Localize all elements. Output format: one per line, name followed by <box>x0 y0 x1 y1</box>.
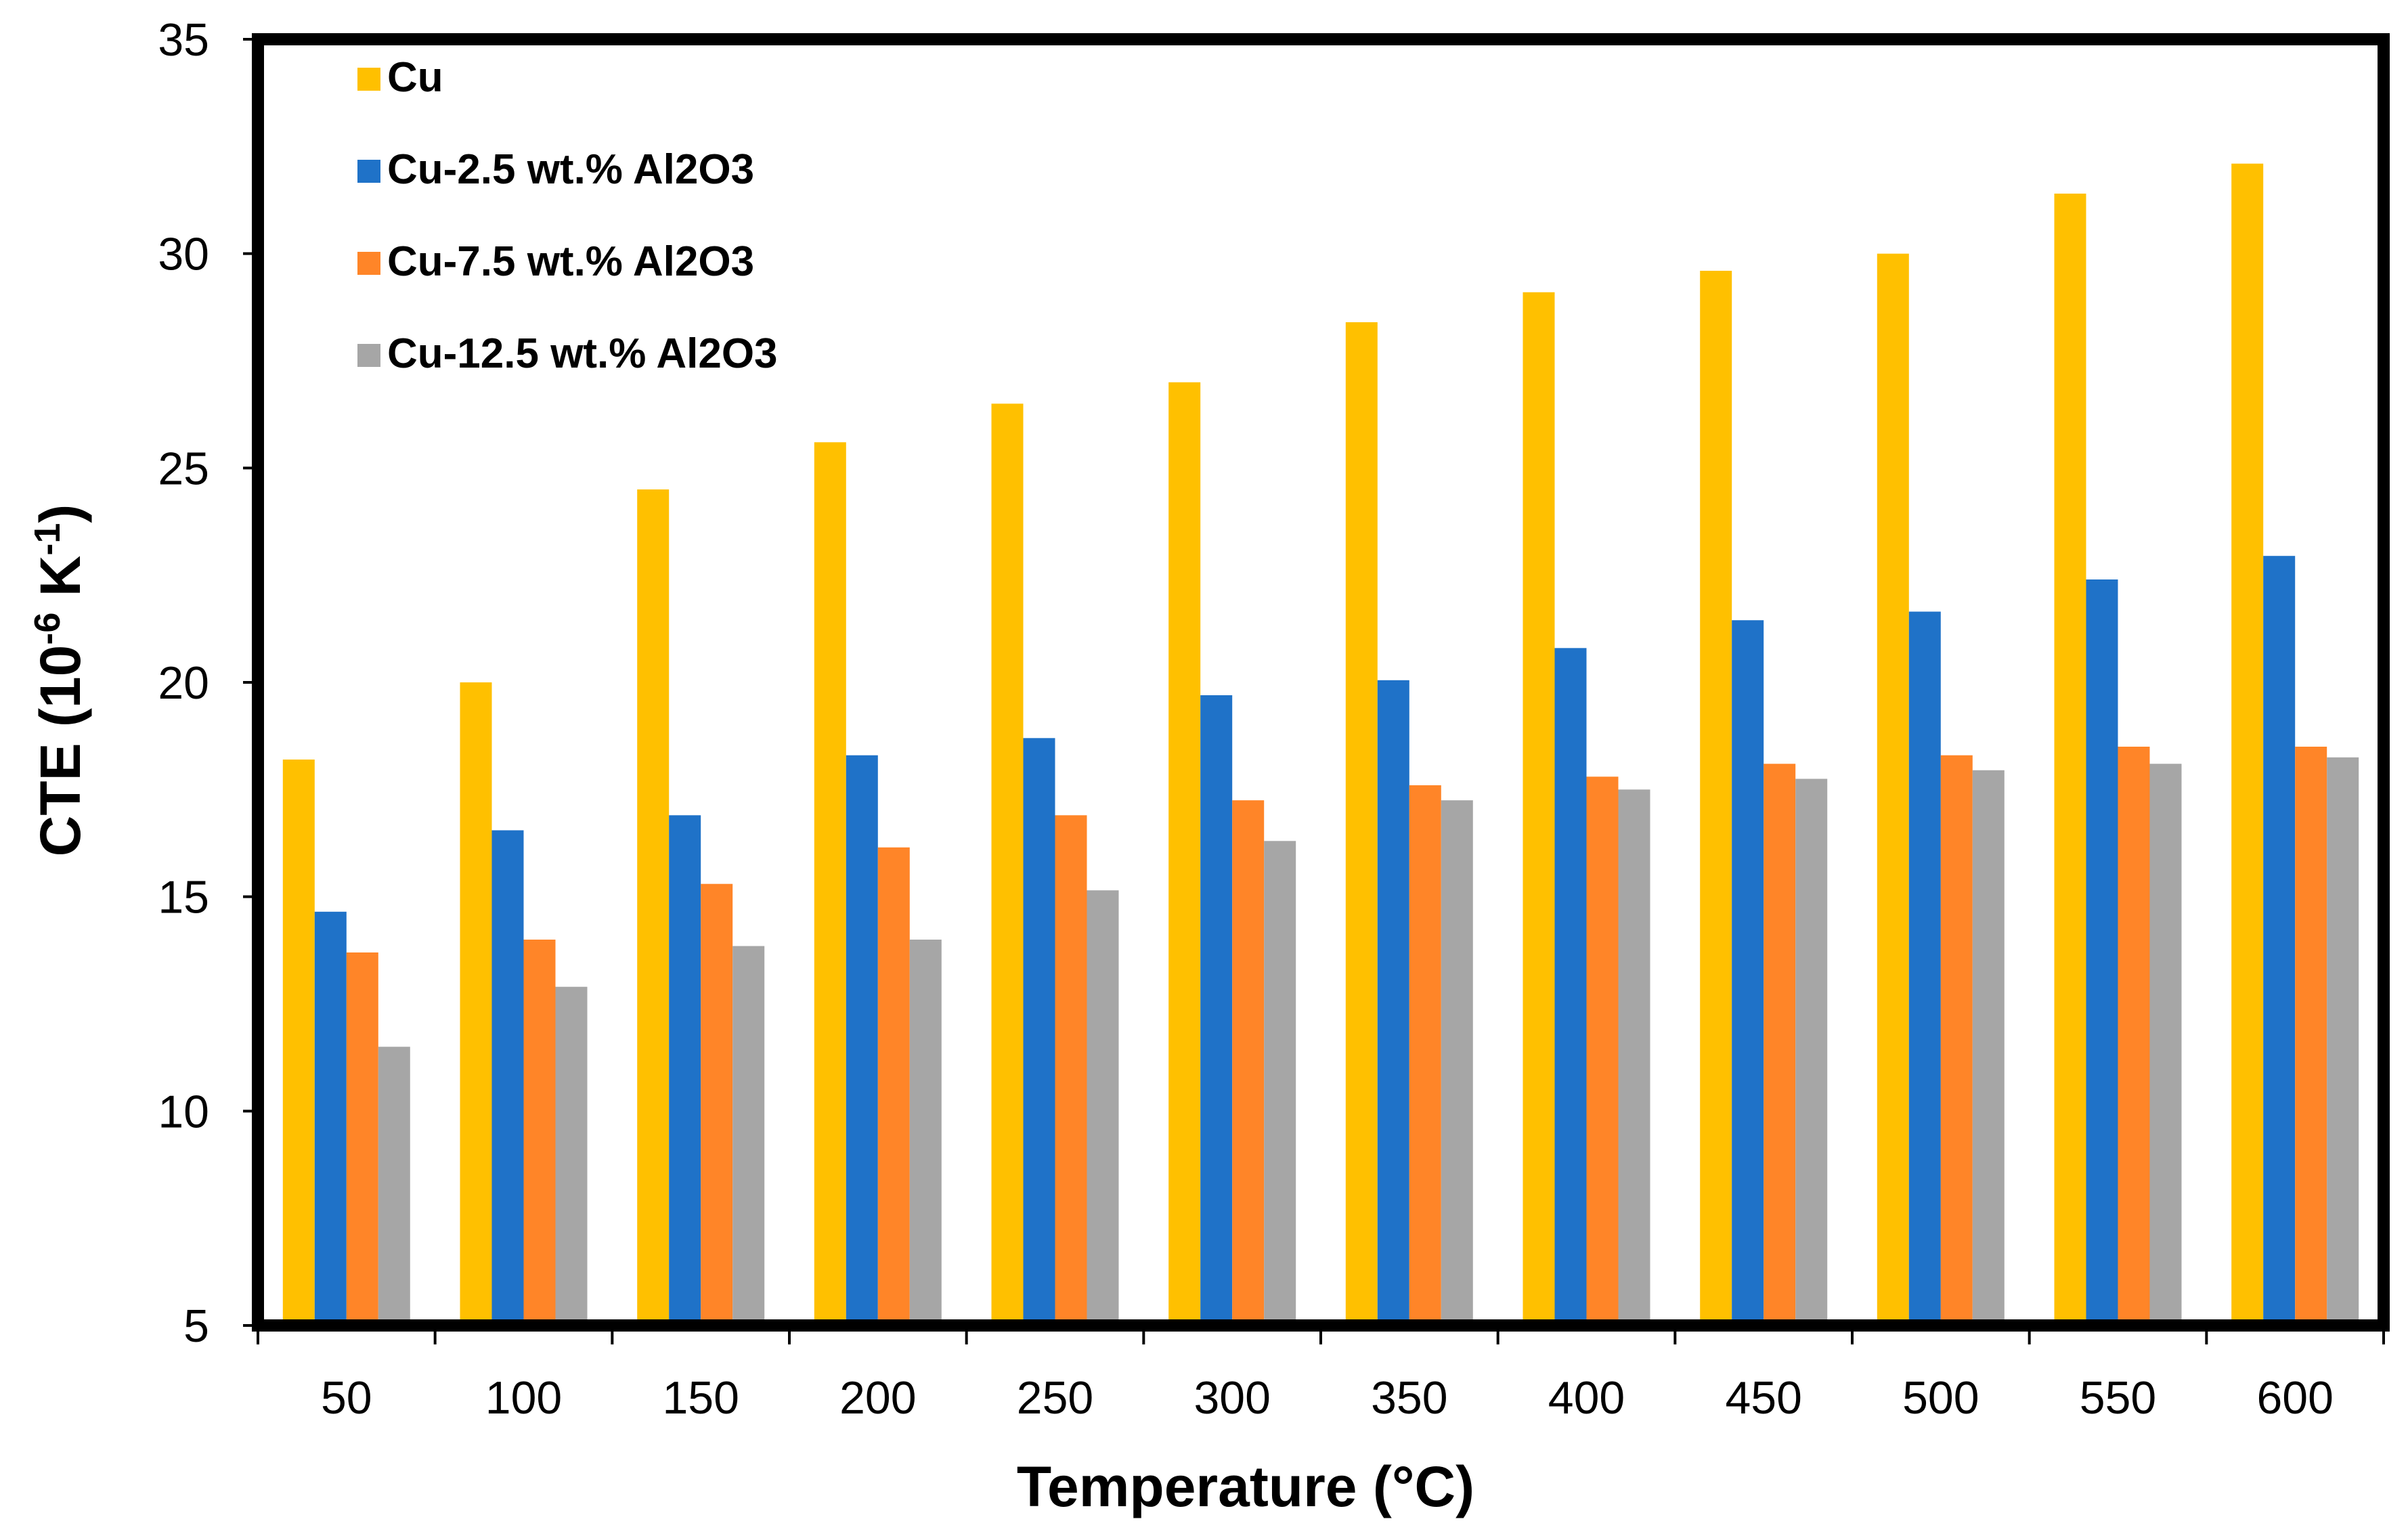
bar-cu-12-5-wt-al2o3-350 <box>1441 800 1473 1325</box>
x-tick-label: 450 <box>1725 1372 1801 1424</box>
y-tick-label: 30 <box>158 229 209 280</box>
bar-cu-2-5-wt-al2o3-250 <box>1023 738 1055 1325</box>
bar-cu-350 <box>1345 322 1378 1325</box>
legend-swatch <box>357 252 380 275</box>
plot-frame <box>252 33 2390 1332</box>
bar-cu-2-5-wt-al2o3-550 <box>2086 579 2118 1325</box>
y-axis-title-mid: K <box>28 556 92 613</box>
bar-cu-12-5-wt-al2o3-500 <box>1972 770 2005 1325</box>
bar-cu-12-5-wt-al2o3-300 <box>1264 841 1296 1325</box>
bar-cu-2-5-wt-al2o3-200 <box>846 755 878 1325</box>
bar-cu-7-5-wt-al2o3-400 <box>1586 776 1619 1325</box>
bar-cu-7-5-wt-al2o3-550 <box>2118 747 2150 1325</box>
x-tick-label: 50 <box>321 1372 372 1424</box>
bar-cu-2-5-wt-al2o3-100 <box>491 830 524 1325</box>
y-tick-label: 15 <box>158 872 209 923</box>
legend-swatch <box>357 68 380 91</box>
x-tick-label: 300 <box>1194 1372 1270 1424</box>
bar-cu-550 <box>2054 194 2086 1325</box>
x-tick-label: 600 <box>2256 1372 2333 1424</box>
bar-cu-2-5-wt-al2o3-400 <box>1554 648 1587 1325</box>
bar-cu-2-5-wt-al2o3-300 <box>1200 695 1233 1325</box>
y-axis-title-suffix: ) <box>28 504 92 523</box>
x-tick-label: 350 <box>1371 1372 1447 1424</box>
bar-cu-300 <box>1168 382 1201 1326</box>
bar-cu-12-5-wt-al2o3-450 <box>1795 778 1828 1325</box>
bars-layer <box>282 163 2359 1326</box>
bar-cu-12-5-wt-al2o3-150 <box>732 946 765 1325</box>
bar-cu-12-5-wt-al2o3-600 <box>2327 757 2359 1325</box>
bar-cu-12-5-wt-al2o3-400 <box>1618 789 1650 1325</box>
y-tick-label: 10 <box>158 1086 209 1137</box>
legend-swatch <box>357 344 380 367</box>
y-tick-label: 20 <box>158 657 209 709</box>
bar-cu-100 <box>460 682 492 1325</box>
bar-cu-250 <box>991 403 1024 1325</box>
bar-cu-150 <box>637 489 670 1325</box>
legend: Cu Cu-2.5 wt.% Al2O3 Cu-7.5 wt.% Al2O3 Cu-1… <box>357 54 778 377</box>
x-tick-label: 100 <box>485 1372 562 1424</box>
y-tick-label: 35 <box>158 14 209 66</box>
bar-cu-12-5-wt-al2o3-50 <box>378 1047 410 1325</box>
x-tick-label: 150 <box>662 1372 739 1424</box>
bar-cu-50 <box>282 760 315 1325</box>
bar-cu-2-5-wt-al2o3-50 <box>314 911 347 1325</box>
x-tick-label: 200 <box>839 1372 916 1424</box>
bar-cu-7-5-wt-al2o3-600 <box>2295 747 2327 1325</box>
legend-label: Cu-2.5 wt.% Al2O3 <box>387 146 754 193</box>
bar-cu-2-5-wt-al2o3-500 <box>1908 611 1941 1325</box>
y-axis-title-prefix: CTE (10 <box>28 645 92 857</box>
bar-cu-7-5-wt-al2o3-150 <box>701 883 733 1325</box>
y-axis-title: CTE (10-6 K-1) <box>27 504 92 857</box>
legend-swatch <box>357 160 380 183</box>
legend-label: Cu-7.5 wt.% Al2O3 <box>387 238 754 285</box>
bar-cu-12-5-wt-al2o3-250 <box>1087 890 1119 1325</box>
bar-cu-7-5-wt-al2o3-200 <box>877 847 910 1325</box>
bar-cu-7-5-wt-al2o3-300 <box>1232 800 1265 1325</box>
bar-cu-7-5-wt-al2o3-250 <box>1055 815 1087 1325</box>
bar-cu-2-5-wt-al2o3-150 <box>669 815 701 1325</box>
y-tick-label: 5 <box>183 1300 209 1352</box>
bar-cu-500 <box>1877 253 1909 1326</box>
legend-label: Cu-12.5 wt.% Al2O3 <box>387 330 778 377</box>
bar-cu-12-5-wt-al2o3-100 <box>555 986 588 1325</box>
legend-label: Cu <box>387 54 443 101</box>
x-axis-title: Temperature (°C) <box>1017 1455 1474 1518</box>
bar-cu-7-5-wt-al2o3-350 <box>1409 785 1441 1325</box>
x-tick-label: 500 <box>1902 1372 1979 1424</box>
bar-cu-7-5-wt-al2o3-50 <box>346 952 378 1325</box>
x-tick-label: 250 <box>1017 1372 1093 1424</box>
bar-cu-2-5-wt-al2o3-450 <box>1732 620 1764 1326</box>
x-tick-label: 550 <box>2080 1372 2156 1424</box>
bar-cu-12-5-wt-al2o3-200 <box>909 940 942 1325</box>
bar-cu-450 <box>1700 271 1732 1325</box>
bar-cu-2-5-wt-al2o3-350 <box>1377 680 1409 1325</box>
x-tick-label: 400 <box>1548 1372 1625 1424</box>
y-axis-title-exp2: -1 <box>27 523 68 556</box>
bar-cu-200 <box>814 442 846 1325</box>
y-tick-label: 25 <box>158 443 209 494</box>
bar-cu-7-5-wt-al2o3-450 <box>1764 764 1796 1325</box>
y-axis-title-exp1: -6 <box>27 613 68 645</box>
bar-cu-7-5-wt-al2o3-100 <box>523 940 556 1325</box>
tick-labels-layer: 5 10 15 20 25 30 35 50 100 150 200 250 300 350 400 450 5… <box>158 14 2334 1424</box>
bar-cu-7-5-wt-al2o3-500 <box>1940 755 1973 1325</box>
bar-cu-12-5-wt-al2o3-550 <box>2149 764 2182 1325</box>
bar-cu-600 <box>2231 163 2264 1326</box>
bar-cu-400 <box>1523 292 1555 1326</box>
bar-cu-2-5-wt-al2o3-600 <box>2263 556 2296 1326</box>
